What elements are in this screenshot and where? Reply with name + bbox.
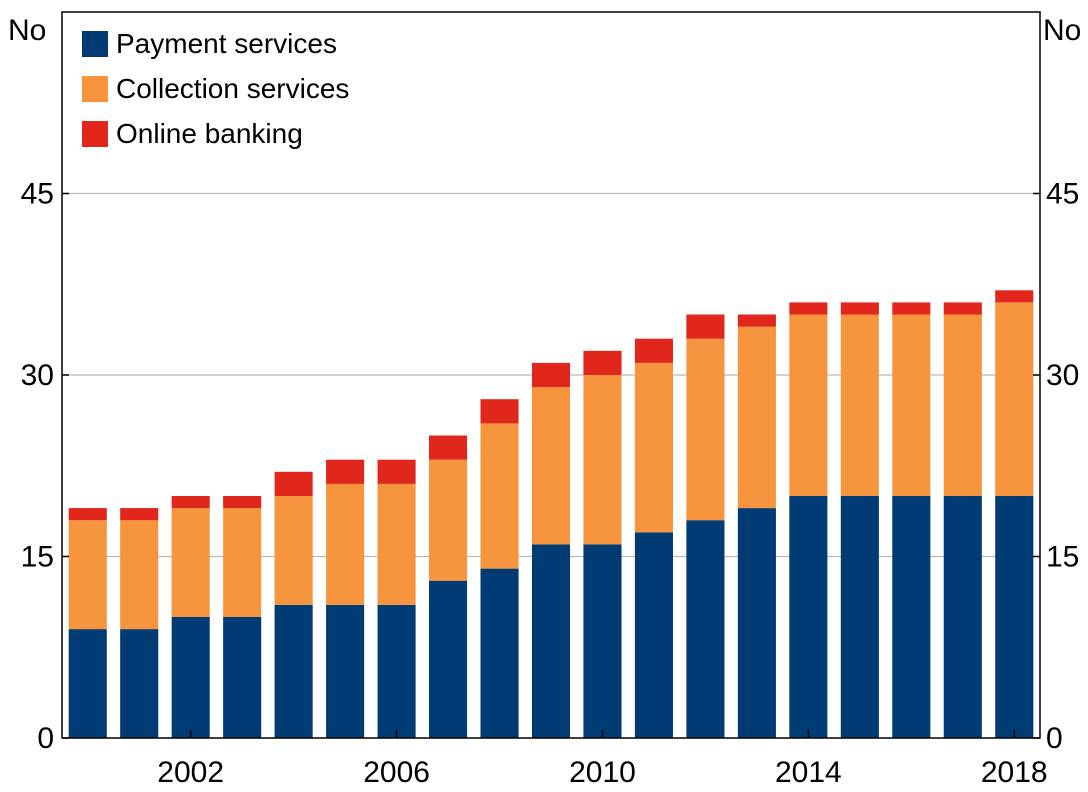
bar-collection-services-2003 [223, 508, 262, 617]
bar-collection-services-2012 [686, 338, 725, 521]
bar-payment-services-2009 [531, 544, 571, 738]
y-tick-label-left-30: 30 [21, 359, 54, 392]
bar-payment-services-2013 [737, 508, 776, 738]
bar-online-banking-2007 [429, 435, 468, 460]
bar-online-banking-2017 [943, 302, 982, 315]
bar-collection-services-2001 [120, 520, 159, 630]
axis-ticks: 0 0 15 15 30 30 45 45 2002 2006 2010 2014 2018 [21, 178, 1080, 790]
bar-collection-services-2007 [429, 459, 468, 581]
bar-collection-services-2005 [326, 483, 365, 605]
y-tick-label-right-0: 0 [1046, 722, 1063, 755]
bar-online-banking-2016 [892, 302, 931, 315]
bar-online-banking-2010 [583, 350, 622, 375]
legend-swatch-online-banking [82, 121, 108, 147]
bar-online-banking-2009 [531, 362, 571, 388]
bar-online-banking-2004 [274, 471, 313, 496]
bar-collection-services-2004 [274, 496, 313, 605]
bar-payment-services-2011 [634, 532, 673, 738]
bar-collection-services-2011 [634, 362, 673, 533]
bar-online-banking-2012 [686, 314, 725, 339]
bar-online-banking-2011 [634, 338, 673, 363]
bar-payment-services-2001 [120, 629, 159, 738]
bar-payment-services-2003 [223, 617, 262, 738]
y-tick-label-right-30: 30 [1046, 359, 1079, 392]
bar-payment-services-2004 [274, 604, 313, 738]
bar-collection-services-2002 [171, 508, 210, 617]
legend: Payment services Collection services Onl… [82, 28, 349, 149]
bar-payment-services-2012 [686, 520, 725, 738]
bar-collection-services-2008 [480, 423, 519, 569]
bar-collection-services-2014 [789, 314, 828, 496]
bar-payment-services-2017 [943, 496, 982, 738]
bar-collection-services-2006 [377, 483, 416, 605]
legend-swatch-payment-services [82, 31, 108, 57]
bars [68, 290, 1034, 738]
bar-payment-services-2007 [429, 580, 468, 738]
x-tick-label-2006: 2006 [363, 756, 430, 787]
legend-swatch-collection-services [82, 76, 108, 102]
bar-online-banking-2013 [737, 314, 776, 327]
y-tick-label-left-15: 15 [21, 541, 54, 574]
bar-online-banking-2015 [840, 302, 879, 315]
bar-payment-services-2002 [171, 617, 210, 738]
bar-collection-services-2009 [531, 387, 571, 545]
bar-collection-services-2013 [737, 326, 776, 509]
y-axis-label-left: No [8, 14, 46, 47]
x-tick-label-2010: 2010 [569, 756, 636, 787]
x-tick-label-2014: 2014 [775, 756, 842, 787]
legend-label-online-banking: Online banking [116, 118, 303, 149]
bar-online-banking-2008 [480, 399, 519, 424]
bar-payment-services-2010 [583, 544, 622, 738]
bar-payment-services-2015 [840, 496, 879, 738]
y-axis-label-right: No [1043, 14, 1081, 47]
bar-collection-services-2010 [583, 375, 622, 545]
x-tick-label-2018: 2018 [981, 756, 1048, 787]
bar-payment-services-2008 [480, 568, 519, 738]
bar-collection-services-2015 [840, 314, 879, 496]
bar-online-banking-2014 [789, 302, 828, 315]
bar-collection-services-2018 [995, 302, 1034, 496]
legend-label-payment-services: Payment services [116, 28, 337, 59]
bar-collection-services-2017 [943, 314, 982, 496]
bar-payment-services-2006 [377, 604, 416, 738]
bar-payment-services-2018 [995, 496, 1034, 738]
bar-online-banking-2003 [223, 496, 262, 509]
bar-online-banking-2002 [171, 496, 210, 509]
bar-payment-services-2000 [68, 629, 107, 738]
bar-payment-services-2005 [326, 604, 365, 738]
bar-online-banking-2005 [326, 459, 365, 484]
legend-label-collection-services: Collection services [116, 73, 349, 104]
x-tick-label-2002: 2002 [157, 756, 224, 787]
y-tick-label-right-45: 45 [1046, 178, 1079, 211]
bar-collection-services-2000 [68, 520, 107, 630]
bar-online-banking-2001 [120, 508, 159, 521]
bar-online-banking-2018 [995, 290, 1034, 303]
y-tick-label-right-15: 15 [1046, 541, 1079, 574]
bar-collection-services-2016 [892, 314, 931, 496]
bar-payment-services-2016 [892, 496, 931, 738]
bar-online-banking-2000 [68, 508, 107, 521]
y-tick-label-left-45: 45 [21, 178, 54, 211]
y-tick-label-left-0: 0 [37, 722, 54, 755]
bar-payment-services-2014 [789, 496, 828, 738]
bar-online-banking-2006 [377, 459, 416, 484]
